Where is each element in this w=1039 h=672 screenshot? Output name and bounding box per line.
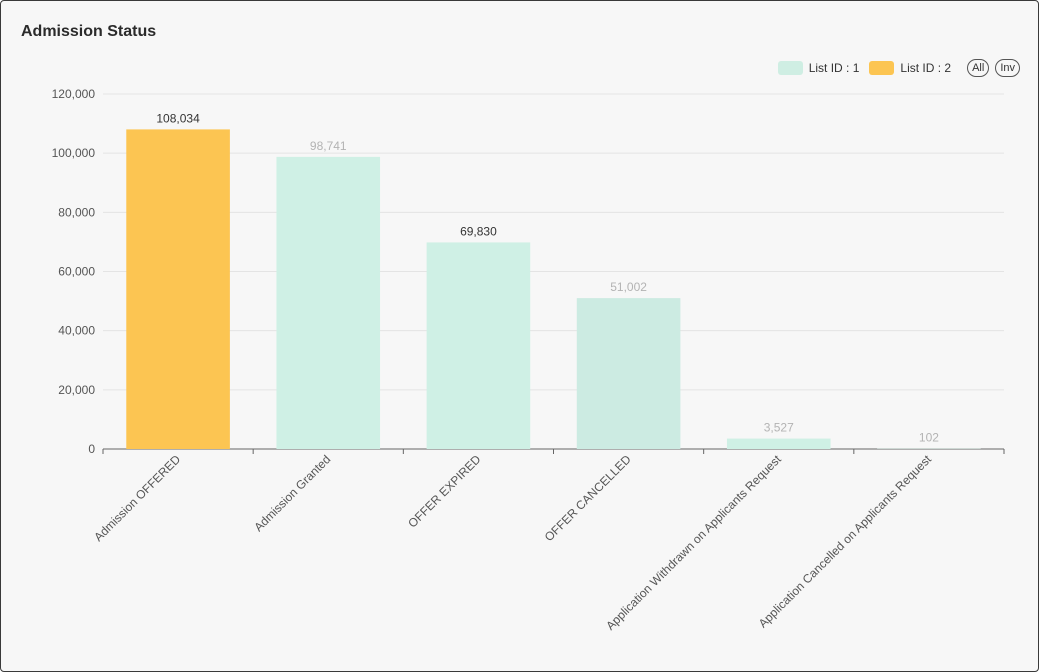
category-label: Application Withdrawn on Applicants Requ…: [603, 452, 784, 633]
y-tick-label: 120,000: [52, 87, 96, 101]
y-tick-label: 0: [88, 442, 95, 456]
data-label: 69,830: [460, 224, 497, 238]
legend-label-list-2: List ID : 2: [900, 61, 952, 75]
legend-all-button[interactable]: All: [967, 59, 990, 77]
legend-swatch-list-2: [869, 61, 895, 75]
y-tick-label: 100,000: [52, 146, 96, 160]
bar[interactable]: [576, 298, 681, 449]
y-tick-label: 80,000: [58, 205, 95, 219]
chart-legend: List ID : 1 List ID : 2 All Inv: [777, 59, 1020, 77]
bar[interactable]: [426, 242, 531, 449]
y-tick-label: 20,000: [58, 383, 95, 397]
category-label: OFFER CANCELLED: [542, 452, 634, 544]
legend-inverse-button[interactable]: Inv: [995, 59, 1020, 77]
bar[interactable]: [276, 156, 381, 449]
data-label: 102: [919, 431, 939, 445]
category-label: OFFER EXPIRED: [405, 452, 483, 530]
data-label: 51,002: [610, 280, 647, 294]
category-label: Admission Granted: [251, 452, 333, 534]
category-label: Admission OFFERED: [91, 452, 183, 544]
legend-swatch-list-1: [777, 61, 803, 75]
legend-label-list-1: List ID : 1: [808, 61, 860, 75]
card-title: Admission Status: [21, 23, 157, 40]
legend-item-list-1[interactable]: List ID : 1: [777, 61, 860, 75]
category-label: Application Cancelled on Applicants Requ…: [756, 452, 935, 631]
data-label: 98,741: [310, 139, 347, 153]
data-label: 108,034: [156, 111, 200, 125]
y-tick-label: 60,000: [58, 265, 95, 279]
data-label: 3,527: [764, 421, 794, 435]
bar[interactable]: [726, 438, 831, 449]
y-tick-label: 40,000: [58, 324, 95, 338]
legend-item-list-2[interactable]: List ID : 2: [869, 61, 951, 75]
bar[interactable]: [126, 129, 230, 449]
